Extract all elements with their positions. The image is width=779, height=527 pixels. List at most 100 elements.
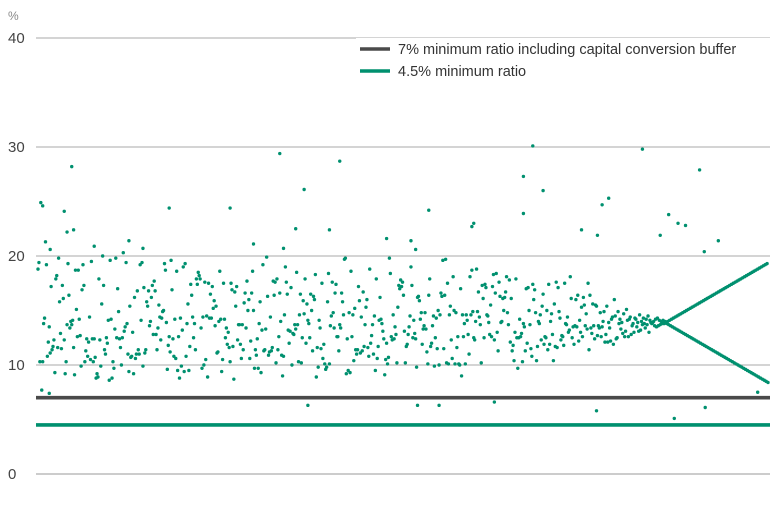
data-point (325, 300, 330, 304)
data-point (589, 326, 593, 330)
data-point (598, 310, 602, 315)
data-point (473, 319, 478, 324)
data-point (459, 374, 464, 378)
data-point (618, 317, 622, 321)
data-point (613, 314, 617, 318)
data-point (318, 326, 322, 330)
data-point (73, 268, 78, 272)
data-point (405, 342, 409, 346)
data-point (366, 345, 370, 350)
data-point (474, 267, 479, 271)
data-point (159, 316, 164, 320)
data-point (240, 322, 244, 327)
data-point (599, 334, 603, 339)
data-point (396, 305, 400, 309)
data-point (169, 258, 173, 263)
data-point (456, 334, 460, 339)
data-point (336, 334, 340, 339)
data-point (62, 209, 66, 214)
data-point (277, 334, 281, 339)
data-point (530, 354, 534, 358)
data-point (87, 315, 92, 319)
data-point (251, 242, 256, 246)
data-point (510, 349, 514, 353)
data-point (171, 337, 175, 341)
data-point (362, 344, 366, 349)
data-point (279, 319, 283, 324)
data-point (260, 328, 264, 332)
data-point (450, 356, 454, 361)
data-point (224, 326, 229, 330)
data-point (124, 260, 128, 265)
data-point (419, 310, 423, 315)
data-point (493, 291, 498, 295)
data-point (359, 315, 363, 319)
data-point (413, 247, 418, 252)
data-point (253, 348, 258, 352)
data-point (182, 369, 186, 374)
data-point (492, 400, 497, 404)
data-points (36, 144, 770, 421)
data-point (294, 270, 299, 275)
data-point (646, 314, 650, 318)
data-point (520, 360, 525, 364)
data-point (562, 343, 566, 348)
data-point (606, 340, 610, 344)
data-point (287, 341, 291, 345)
data-point (378, 295, 382, 300)
data-point (392, 337, 396, 341)
data-point (457, 363, 462, 367)
data-point (350, 334, 354, 339)
data-point (683, 223, 688, 228)
data-point (500, 319, 504, 324)
data-point (151, 332, 155, 337)
data-point (361, 290, 365, 294)
data-point (137, 352, 141, 356)
data-point (282, 313, 287, 317)
data-point (373, 368, 378, 373)
data-point (275, 277, 279, 281)
data-point (197, 273, 201, 278)
data-point (505, 310, 510, 315)
data-point (313, 272, 318, 277)
reference-lines (36, 395, 770, 427)
data-point (464, 313, 468, 317)
data-point (591, 302, 595, 306)
data-point (264, 255, 269, 259)
data-point (635, 325, 639, 329)
data-point (93, 355, 97, 360)
data-point (486, 314, 490, 318)
data-point (615, 336, 619, 340)
data-point (218, 269, 222, 273)
data-point (229, 281, 233, 285)
data-point (551, 358, 556, 363)
data-point (330, 280, 334, 284)
data-point (352, 358, 356, 363)
data-point (421, 327, 425, 331)
data-point (306, 318, 310, 323)
data-point (175, 368, 180, 373)
data-point (634, 317, 638, 321)
data-point (460, 313, 465, 317)
data-point (128, 304, 132, 308)
data-point (368, 267, 372, 271)
data-point (97, 277, 101, 281)
data-point (490, 284, 495, 289)
data-point (356, 284, 361, 289)
data-point (353, 306, 357, 311)
data-point (487, 320, 491, 325)
data-point (522, 325, 527, 329)
data-point (576, 293, 580, 297)
data-point (213, 324, 217, 328)
data-point (159, 338, 163, 342)
data-point (66, 261, 70, 266)
data-point (70, 318, 75, 323)
data-point (703, 405, 707, 410)
data-point (702, 249, 706, 254)
legend-label: 4.5% minimum ratio (398, 64, 526, 80)
data-point (341, 313, 346, 317)
data-point (495, 330, 499, 334)
data-point (328, 324, 333, 328)
data-point (52, 338, 56, 342)
data-point (512, 358, 516, 363)
